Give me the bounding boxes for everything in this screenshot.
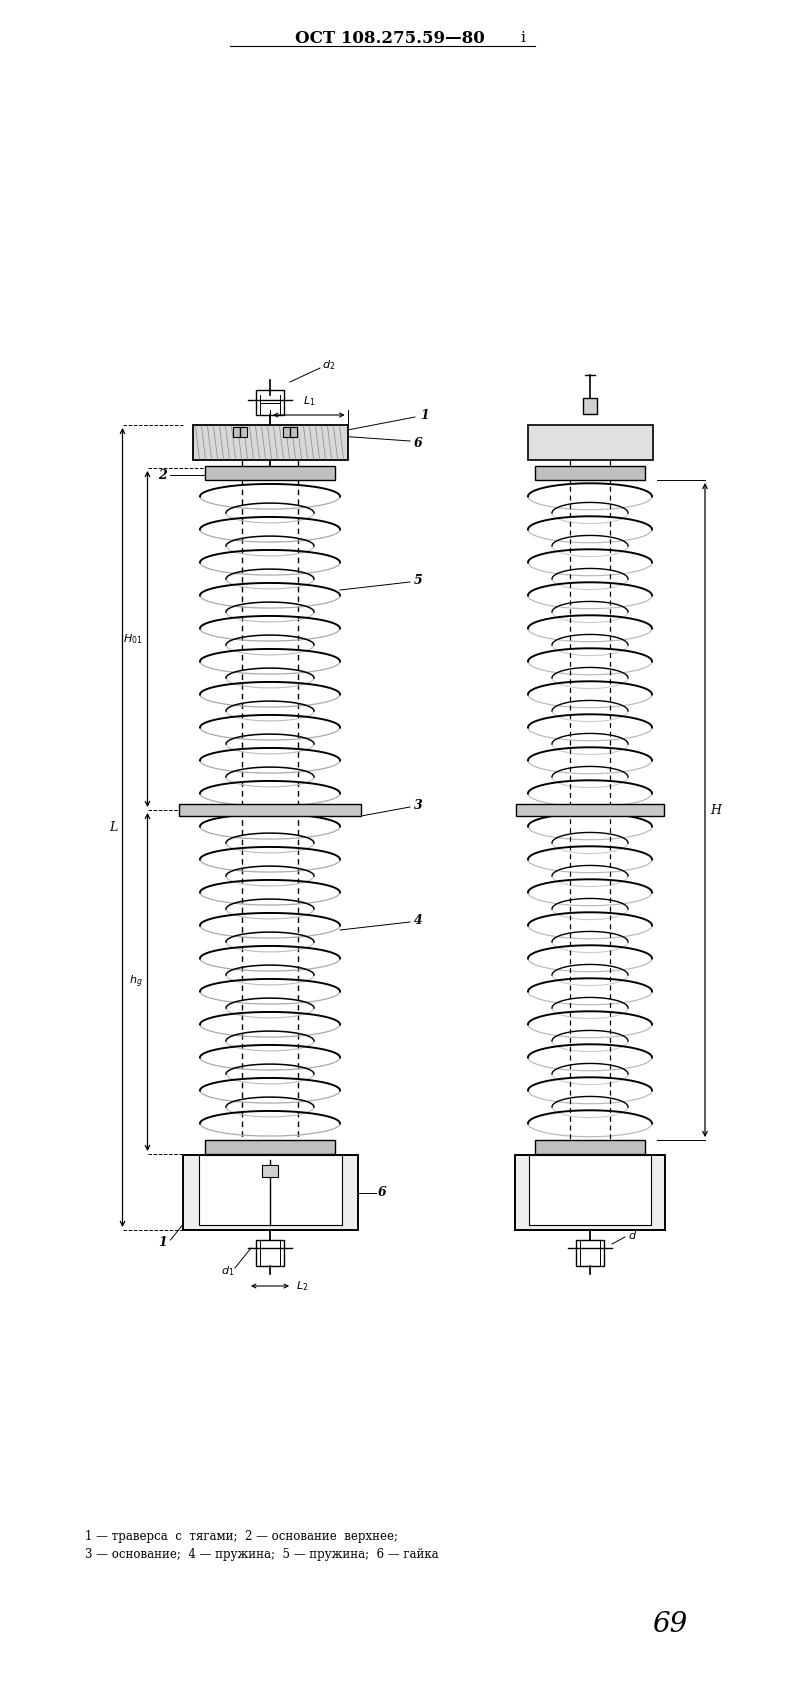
Bar — [193, 425, 347, 460]
Text: $d$: $d$ — [628, 1229, 637, 1241]
Bar — [182, 1155, 358, 1231]
Bar — [576, 1239, 604, 1266]
Bar — [527, 425, 653, 460]
Text: 2: 2 — [158, 469, 166, 482]
Bar — [262, 1165, 278, 1177]
Bar — [583, 398, 597, 415]
Bar — [529, 1155, 651, 1226]
Text: H: H — [710, 804, 721, 816]
Text: 1: 1 — [421, 408, 430, 422]
Bar — [535, 1140, 645, 1153]
Text: 1: 1 — [158, 1236, 167, 1249]
Text: 3 — основание;  4 — пружина;  5 — пружина;  6 — гайка: 3 — основание; 4 — пружина; 5 — пружина;… — [85, 1548, 438, 1561]
Bar — [179, 804, 361, 816]
Text: 4: 4 — [414, 914, 422, 927]
Bar — [283, 427, 297, 437]
Bar — [535, 465, 645, 481]
Text: $d_1$: $d_1$ — [222, 1264, 234, 1278]
Text: 69: 69 — [652, 1612, 688, 1639]
Text: $L_2$: $L_2$ — [296, 1280, 308, 1293]
Text: 6: 6 — [378, 1185, 387, 1199]
Bar — [256, 1239, 284, 1266]
Text: і: і — [520, 30, 525, 46]
Bar — [516, 804, 664, 816]
Text: $d_2$: $d_2$ — [322, 357, 335, 373]
Text: 3: 3 — [414, 799, 422, 811]
Bar — [205, 1140, 335, 1153]
Text: 5: 5 — [414, 573, 422, 587]
Bar — [198, 1155, 342, 1226]
Text: $L_1$: $L_1$ — [302, 395, 315, 408]
Bar — [205, 465, 335, 481]
Bar — [515, 1155, 665, 1231]
Bar — [256, 389, 284, 415]
Text: ОСТ 108.275.59—80: ОСТ 108.275.59—80 — [295, 29, 485, 47]
Text: 6: 6 — [414, 437, 422, 450]
Text: $h_g$: $h_g$ — [129, 975, 142, 990]
Bar — [233, 427, 247, 437]
Text: $H_{01}$: $H_{01}$ — [123, 632, 142, 646]
Text: 1 — траверса  с  тягами;  2 — основание  верхнее;: 1 — траверса с тягами; 2 — основание вер… — [85, 1529, 398, 1543]
Text: L: L — [110, 821, 118, 835]
